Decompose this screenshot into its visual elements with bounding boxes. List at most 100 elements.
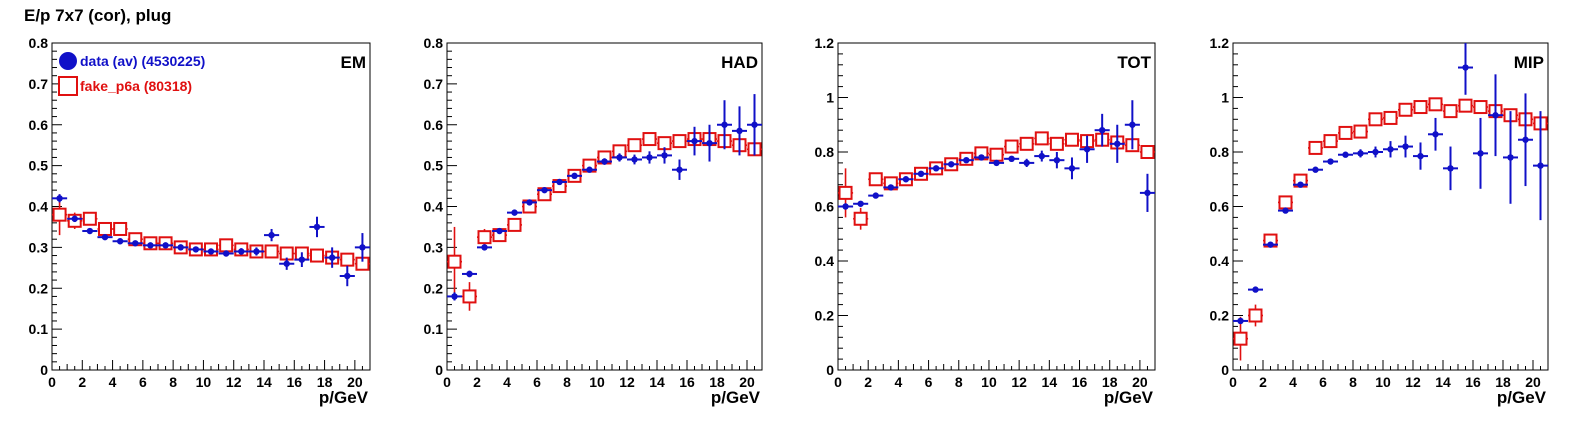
em-x-tick-label: 6 (139, 374, 147, 390)
fake-point (310, 248, 324, 263)
mip-y-tick-label: 0.6 (1210, 199, 1230, 215)
tot-x-tick-label: 4 (894, 374, 902, 390)
had-data-group (447, 94, 762, 311)
data-point (857, 200, 864, 207)
data-point (1098, 127, 1106, 134)
fake-point (1458, 98, 1473, 113)
fake-point (672, 134, 687, 149)
em-y-tick-label: 0.5 (29, 158, 49, 174)
data-point (1357, 150, 1364, 157)
data-point (207, 248, 215, 255)
mip-x-tick-label: 4 (1289, 374, 1297, 390)
had-x-tick-label: 6 (533, 374, 541, 390)
data-point (313, 223, 321, 231)
fake-point (1248, 308, 1263, 323)
mip-y-tick-label: 1.2 (1210, 35, 1230, 51)
fake-point (264, 244, 279, 259)
tot-x-tick-label: 10 (981, 374, 997, 390)
legend-fake-marker (58, 76, 78, 96)
fake-point (507, 217, 522, 232)
data-point (902, 176, 910, 183)
em-x-tick-label: 18 (317, 374, 333, 390)
data-point (1522, 136, 1529, 143)
data-point (451, 293, 458, 300)
fake-point (1338, 125, 1353, 140)
em-x-tick-label: 14 (256, 374, 272, 390)
mip-y-tick-label: 1 (1221, 90, 1229, 106)
had-x-tick-label: 20 (739, 374, 755, 390)
data-point (511, 209, 518, 216)
data-point (177, 244, 184, 251)
data-point (1023, 159, 1030, 167)
data-point (86, 227, 94, 235)
had-y-tick-label: 0.2 (424, 280, 444, 296)
fake-point (1398, 102, 1413, 117)
fake-point (1443, 104, 1458, 119)
tot-chart: 0 0.2 0.4 0.6 0.8 1 1.2 0 2 4 6 8 10 12 14 16 18 20p/GeV T… (815, 35, 1156, 407)
data-point (1447, 165, 1454, 172)
em-y-tick-label: 0.1 (29, 321, 49, 337)
had-y-tick-label: 0.3 (424, 239, 444, 255)
had-y-tick-label: 0.7 (424, 76, 444, 92)
em-y-tick-label: 0.3 (29, 239, 49, 255)
tot-x-tick-label: 18 (1102, 374, 1118, 390)
em-x-tick-label: 20 (347, 374, 363, 390)
tot-y-tick-label: 0.4 (815, 253, 835, 269)
data-point (1402, 143, 1409, 150)
tot-x-axis-label: p/GeV (1104, 388, 1154, 407)
data-point (721, 121, 728, 128)
had-x-axis-label: p/GeV (711, 388, 761, 407)
data-point (872, 192, 879, 199)
had-y-tick-label: 0.6 (424, 117, 444, 133)
data-point (1053, 156, 1061, 164)
data-point (116, 238, 124, 245)
data-point (541, 186, 548, 194)
tot-x-tick-label: 16 (1072, 374, 1088, 390)
mip-y-tick-label: 0.8 (1210, 144, 1230, 160)
data-point (283, 260, 290, 267)
data-point (1068, 165, 1076, 172)
em-y-tick-label: 0.7 (29, 76, 49, 92)
data-point (842, 203, 849, 210)
data-point (1492, 112, 1499, 119)
mip-x-tick-label: 18 (1495, 374, 1511, 390)
fake-point (1323, 134, 1338, 149)
legend-data-label: data (av) (4530225) (80, 53, 205, 69)
data-point (1342, 151, 1349, 158)
fake-point (642, 132, 657, 147)
data-point (963, 156, 970, 164)
tot-y-tick-label: 0.8 (815, 144, 835, 160)
em-x-tick-label: 2 (78, 374, 86, 390)
data-point (496, 227, 503, 235)
data-point (556, 178, 563, 186)
data-point (1008, 155, 1015, 163)
legend-data-marker (59, 52, 77, 70)
em-y-tick-label: 0.4 (29, 199, 49, 215)
had-y-tick-label: 0 (435, 362, 443, 378)
data-point (132, 240, 139, 247)
data-point (253, 248, 260, 255)
tot-x-tick-label: 6 (925, 374, 933, 390)
panel-tot: 0 0.2 0.4 0.6 0.8 1 1.2 0 2 4 6 8 10 12 14 16 18 20 p/GeV T… (815, 35, 1156, 407)
data-point (328, 254, 336, 261)
mip-x-tick-label: 6 (1319, 374, 1327, 390)
tot-x-tick-label: 20 (1132, 374, 1148, 390)
em-x-tick-label: 0 (48, 374, 56, 390)
data-point (1417, 152, 1424, 160)
data-point (676, 166, 683, 173)
fake-point (868, 172, 883, 187)
fake-point (1473, 100, 1488, 115)
data-point (147, 242, 154, 249)
fake-point (113, 221, 128, 236)
tot-panel-title: TOT (1117, 53, 1151, 72)
fake-point (1383, 110, 1398, 125)
data-point (601, 158, 608, 165)
data-point (1372, 148, 1379, 156)
data-point (344, 272, 351, 280)
data-point (1252, 286, 1259, 293)
data-point (1387, 146, 1394, 153)
data-point (192, 246, 200, 253)
data-point (1327, 158, 1334, 165)
